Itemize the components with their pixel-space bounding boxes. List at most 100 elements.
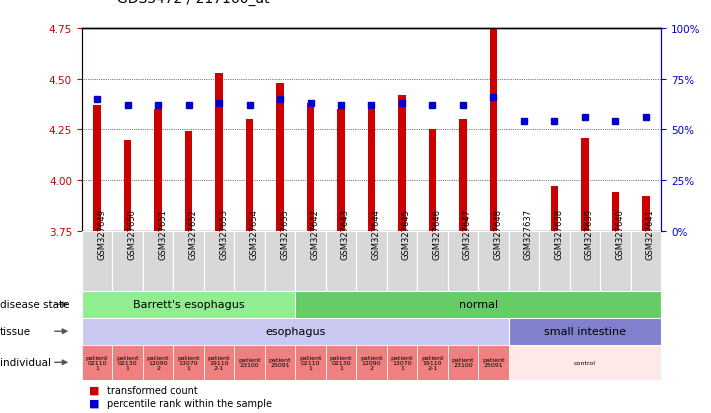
Text: GSM327645: GSM327645 <box>402 209 411 260</box>
Text: GSM327649: GSM327649 <box>97 209 106 260</box>
Bar <box>368 110 375 231</box>
Bar <box>326 345 356 380</box>
Text: GSM327637: GSM327637 <box>524 209 533 260</box>
Text: percentile rank within the sample: percentile rank within the sample <box>107 398 272 408</box>
Bar <box>509 318 661 345</box>
Bar <box>82 318 509 345</box>
Bar <box>337 110 345 231</box>
Bar <box>509 231 539 291</box>
Text: GSM327647: GSM327647 <box>463 209 472 260</box>
Bar <box>264 345 295 380</box>
Text: GSM327644: GSM327644 <box>371 209 380 260</box>
Bar <box>448 231 479 291</box>
Bar <box>581 138 589 231</box>
Text: patient
12090
2: patient 12090 2 <box>146 355 169 370</box>
Text: GSM327639: GSM327639 <box>585 209 594 260</box>
Text: control: control <box>574 360 596 365</box>
Bar <box>356 345 387 380</box>
Text: small intestine: small intestine <box>544 326 626 337</box>
Bar <box>356 231 387 291</box>
Bar <box>479 345 509 380</box>
Bar <box>82 291 295 318</box>
Text: patient
02110
1: patient 02110 1 <box>299 355 322 370</box>
Bar <box>539 231 570 291</box>
Bar <box>264 231 295 291</box>
Bar <box>276 83 284 231</box>
Text: GSM327651: GSM327651 <box>158 209 167 260</box>
Text: GSM327650: GSM327650 <box>127 209 137 260</box>
Bar <box>295 345 326 380</box>
Text: patient
19110
2-1: patient 19110 2-1 <box>421 355 444 370</box>
Bar <box>448 345 479 380</box>
Text: GSM327648: GSM327648 <box>493 209 503 260</box>
Text: tissue: tissue <box>0 326 31 337</box>
Bar <box>204 231 234 291</box>
Bar <box>387 231 417 291</box>
Text: GSM327638: GSM327638 <box>555 209 564 260</box>
Bar <box>295 231 326 291</box>
Text: GSM327653: GSM327653 <box>219 209 228 260</box>
Bar <box>459 120 467 231</box>
Text: patient
25091: patient 25091 <box>482 357 505 368</box>
Text: GSM327652: GSM327652 <box>188 209 198 260</box>
Text: GSM327642: GSM327642 <box>311 209 319 260</box>
Bar <box>642 197 650 231</box>
Bar <box>124 140 132 231</box>
Bar <box>82 231 112 291</box>
Bar <box>570 231 600 291</box>
Text: patient
19110
2-1: patient 19110 2-1 <box>208 355 230 370</box>
Text: esophagus: esophagus <box>265 326 326 337</box>
Text: GSM327655: GSM327655 <box>280 209 289 260</box>
Bar <box>509 345 661 380</box>
Bar <box>600 231 631 291</box>
Bar <box>143 345 173 380</box>
Text: GSM327654: GSM327654 <box>250 209 259 260</box>
Bar <box>479 231 509 291</box>
Bar <box>234 231 264 291</box>
Bar <box>143 231 173 291</box>
Bar <box>204 345 234 380</box>
Text: ■: ■ <box>89 398 100 408</box>
Bar <box>326 231 356 291</box>
Text: patient
02130
1: patient 02130 1 <box>330 355 352 370</box>
Bar <box>398 96 406 231</box>
Text: GSM327643: GSM327643 <box>341 209 350 260</box>
Bar <box>490 0 497 231</box>
Text: patient
23100: patient 23100 <box>238 357 261 368</box>
Bar <box>154 110 162 231</box>
Text: GSM327640: GSM327640 <box>616 209 624 260</box>
Bar <box>234 345 264 380</box>
Bar <box>82 345 112 380</box>
Bar <box>520 231 528 235</box>
Bar <box>185 132 192 231</box>
Bar <box>295 291 661 318</box>
Bar <box>173 231 204 291</box>
Text: individual: individual <box>0 357 51 368</box>
Text: patient
23100: patient 23100 <box>451 357 474 368</box>
Bar <box>429 130 437 231</box>
Bar <box>417 231 448 291</box>
Text: Barrett's esophagus: Barrett's esophagus <box>133 299 245 310</box>
Text: transformed count: transformed count <box>107 385 198 395</box>
Bar <box>215 74 223 231</box>
Bar <box>112 345 143 380</box>
Bar <box>417 345 448 380</box>
Bar <box>611 193 619 231</box>
Text: normal: normal <box>459 299 498 310</box>
Bar <box>93 106 101 231</box>
Text: patient
02130
1: patient 02130 1 <box>117 355 139 370</box>
Bar <box>551 187 558 231</box>
Bar <box>631 231 661 291</box>
Bar <box>246 120 253 231</box>
Bar <box>387 345 417 380</box>
Text: disease state: disease state <box>0 299 70 310</box>
Bar <box>112 231 143 291</box>
Text: GSM327641: GSM327641 <box>646 209 655 260</box>
Text: patient
13070
1: patient 13070 1 <box>391 355 413 370</box>
Text: patient
12090
2: patient 12090 2 <box>360 355 383 370</box>
Text: patient
25091: patient 25091 <box>269 357 292 368</box>
Text: ■: ■ <box>89 385 100 395</box>
Text: patient
13070
1: patient 13070 1 <box>177 355 200 370</box>
Bar <box>306 104 314 231</box>
Text: GSM327646: GSM327646 <box>432 209 442 260</box>
